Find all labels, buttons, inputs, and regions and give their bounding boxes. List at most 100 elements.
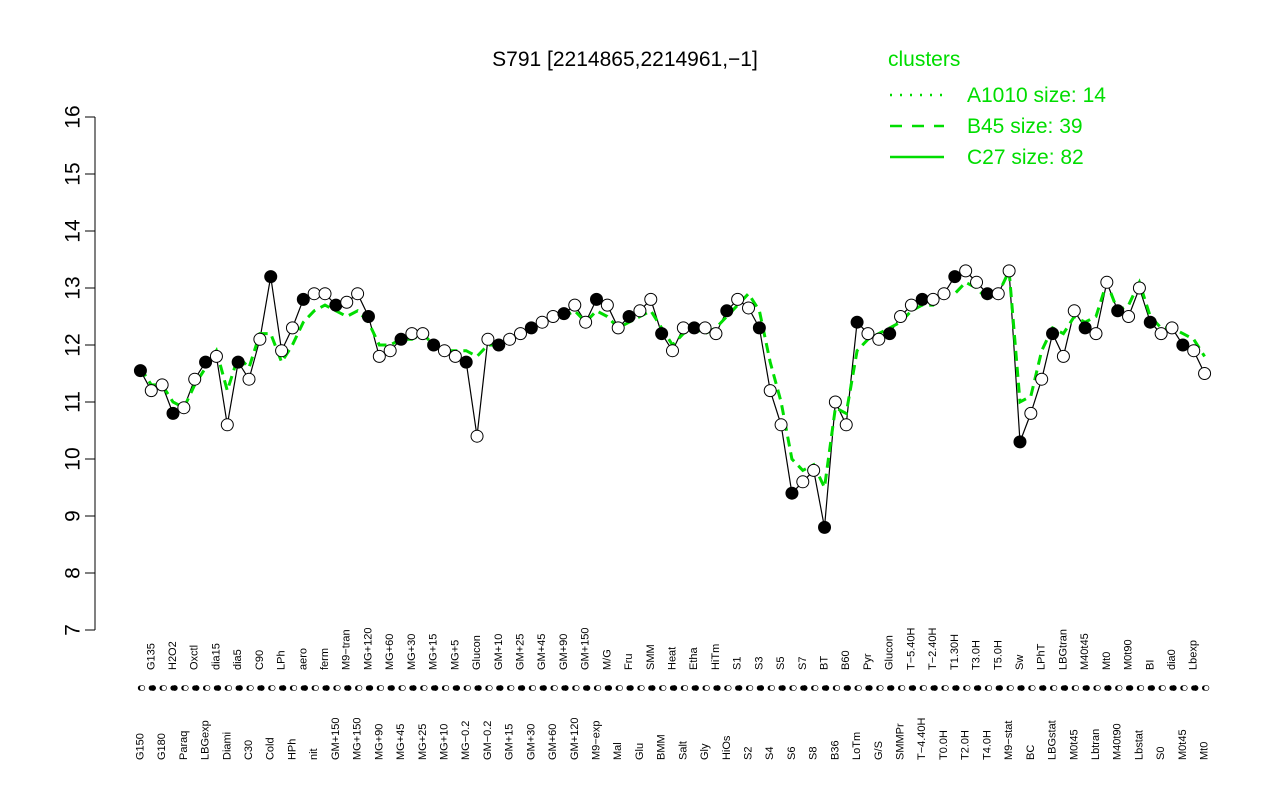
x-tick-marker bbox=[269, 685, 276, 691]
x-tick-label: LPhT bbox=[1036, 643, 1048, 670]
data-point bbox=[731, 292, 745, 306]
x-tick-label: Paraq bbox=[178, 731, 190, 760]
x-tick-marker bbox=[942, 685, 949, 691]
x-tick-label: Mt0 bbox=[1101, 652, 1113, 670]
data-point bbox=[644, 292, 658, 306]
x-tick-label: M/G bbox=[601, 649, 613, 670]
x-tick-marker bbox=[617, 685, 623, 691]
data-point bbox=[557, 307, 571, 321]
x-tick-label: T5.0H bbox=[992, 640, 1004, 670]
x-tick-label: Lbexp bbox=[1188, 640, 1200, 670]
x-tick-marker bbox=[1192, 685, 1199, 691]
data-point bbox=[133, 364, 147, 378]
x-tick-marker bbox=[215, 685, 222, 691]
x-tick-marker bbox=[801, 685, 808, 691]
data-point bbox=[166, 406, 180, 420]
x-tick-label: S6 bbox=[786, 747, 798, 760]
data-point bbox=[633, 304, 647, 318]
x-tick-marker bbox=[1094, 685, 1101, 691]
x-tick-marker bbox=[1160, 685, 1166, 691]
x-tick-label: BT bbox=[819, 656, 831, 670]
x-tick-marker bbox=[649, 685, 656, 691]
data-point bbox=[937, 287, 951, 301]
data-point bbox=[915, 292, 929, 306]
data-point bbox=[220, 418, 234, 432]
x-tick-label: GM+30 bbox=[525, 724, 537, 760]
data-point bbox=[1035, 372, 1049, 386]
x-tick-marker bbox=[139, 685, 146, 691]
x-tick-label: GM+15 bbox=[504, 724, 516, 760]
data-point bbox=[970, 275, 984, 289]
x-tick-label: LoTm bbox=[851, 732, 863, 760]
x-tick-marker bbox=[693, 685, 699, 691]
x-tick-marker bbox=[486, 685, 493, 691]
x-tick-marker bbox=[193, 685, 200, 691]
x-tick-label: T−5.40H bbox=[905, 627, 917, 670]
x-tick-marker bbox=[291, 685, 298, 691]
x-tick-marker bbox=[443, 685, 450, 691]
x-tick-label: T4.0H bbox=[981, 730, 993, 760]
x-tick-label: G135 bbox=[145, 643, 157, 670]
data-point bbox=[991, 287, 1005, 301]
x-tick-label: G180 bbox=[156, 733, 168, 760]
x-tick-label: BC bbox=[1025, 745, 1037, 760]
y-tick-label: 13 bbox=[62, 276, 85, 299]
data-point bbox=[666, 344, 679, 358]
data-point bbox=[448, 349, 462, 363]
x-tick-label: B36 bbox=[829, 740, 841, 760]
x-tick-label: G/S bbox=[873, 741, 885, 760]
x-tick-label: MG+10 bbox=[438, 724, 450, 760]
x-tick-label: Pyr bbox=[862, 653, 874, 670]
data-point bbox=[361, 310, 375, 323]
x-tick-label: H2O2 bbox=[167, 641, 179, 670]
x-tick-marker bbox=[530, 685, 537, 691]
x-tick-marker bbox=[1073, 685, 1079, 691]
x-tick-marker bbox=[638, 685, 645, 691]
x-tick-label: GM+90 bbox=[558, 634, 570, 670]
data-point bbox=[503, 332, 517, 346]
data-point bbox=[948, 270, 962, 284]
x-tick-marker bbox=[953, 685, 960, 691]
x-tick-marker bbox=[1040, 685, 1047, 691]
data-point bbox=[351, 287, 365, 301]
x-tick-marker bbox=[258, 685, 265, 691]
data-point bbox=[611, 321, 625, 335]
x-tick-label: GM+10 bbox=[493, 634, 505, 670]
x-tick-label: SMMPr bbox=[895, 723, 907, 760]
x-tick-marker bbox=[845, 685, 851, 691]
series-layer bbox=[139, 265, 1206, 528]
data-point bbox=[492, 338, 506, 352]
x-tick-marker bbox=[758, 685, 765, 691]
x-tick-marker bbox=[986, 685, 993, 691]
x-tick-marker bbox=[812, 685, 819, 691]
data-point bbox=[1078, 321, 1092, 335]
data-point bbox=[524, 321, 538, 335]
x-tick-label: Fru bbox=[623, 654, 635, 671]
x-tick-label: BMM bbox=[656, 734, 668, 760]
data-point bbox=[177, 401, 191, 415]
data-point bbox=[372, 349, 386, 363]
x-tick-label: T0.0H bbox=[938, 730, 950, 760]
x-tick-marker bbox=[747, 685, 754, 691]
x-tick-label: Heat bbox=[667, 647, 679, 670]
x-tick-marker bbox=[1203, 685, 1210, 691]
x-tick-label: MG+60 bbox=[384, 634, 396, 670]
data-point bbox=[242, 372, 256, 386]
x-tick-label: S8 bbox=[808, 747, 820, 760]
x-tick-marker bbox=[410, 685, 417, 691]
x-tick-label: T−2.40H bbox=[927, 627, 939, 670]
x-tick-marker bbox=[323, 685, 330, 691]
x-tick-marker bbox=[910, 685, 917, 691]
x-tick-marker bbox=[345, 685, 352, 691]
data-point bbox=[1046, 327, 1060, 341]
x-tick-label: GM+150 bbox=[330, 718, 342, 761]
data-point bbox=[253, 332, 267, 346]
x-tick-label: T3.0H bbox=[971, 640, 983, 670]
data-point bbox=[850, 315, 864, 329]
x-tick-marker bbox=[1018, 685, 1025, 691]
x-tick-marker bbox=[475, 685, 482, 691]
data-point bbox=[481, 332, 495, 346]
data-point bbox=[709, 327, 723, 341]
x-tick-marker bbox=[247, 685, 254, 691]
data-point bbox=[807, 463, 821, 477]
